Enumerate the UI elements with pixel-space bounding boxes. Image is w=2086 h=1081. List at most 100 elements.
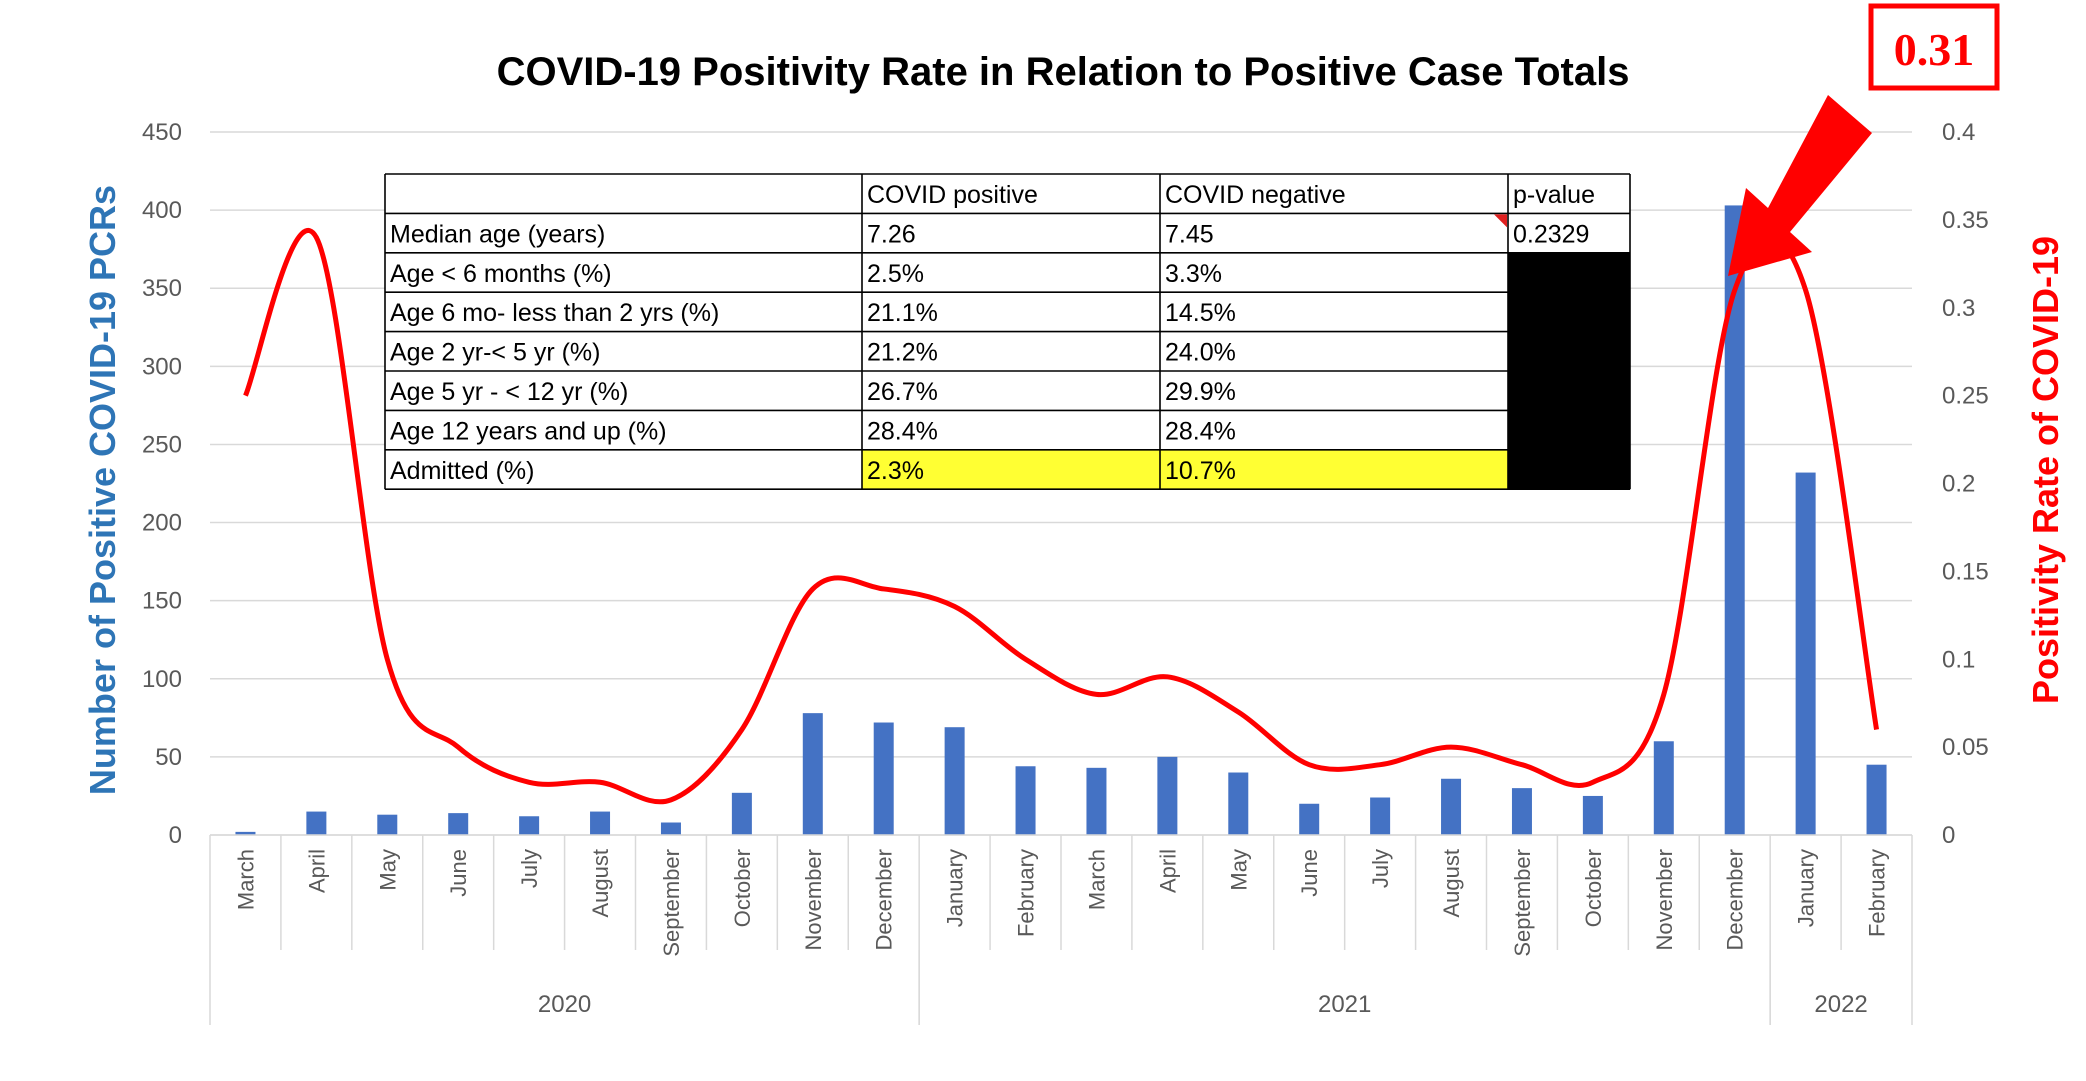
- right-tick-label: 0.4: [1942, 119, 1975, 146]
- left-tick-label: 100: [142, 666, 182, 693]
- table-cell: 10.7%: [1165, 457, 1236, 485]
- callout-value: 0.31: [1894, 24, 1975, 75]
- table-cell: Age 6 mo- less than 2 yrs (%): [390, 299, 719, 327]
- month-label: May: [375, 849, 400, 891]
- month-label: July: [517, 849, 542, 888]
- right-tick-label: 0: [1942, 822, 1955, 849]
- month-label: February: [1865, 849, 1890, 937]
- left-tick-label: 450: [142, 119, 182, 146]
- right-axis-ticks: 0 0.05 0.1 0.15 0.2 0.25 0.3 0.35 0.4: [1942, 119, 1989, 849]
- month-label: April: [1155, 849, 1180, 893]
- bar: [1441, 778, 1462, 835]
- right-tick-label: 0.05: [1942, 734, 1989, 761]
- month-label: November: [1652, 849, 1677, 950]
- table-cell: 2.3%: [867, 457, 924, 485]
- positivity-line: [243, 227, 1880, 805]
- comment-marker: [1494, 214, 1507, 228]
- bar: [590, 811, 611, 835]
- left-tick-label: 250: [142, 431, 182, 458]
- y2-axis-label: Positivity Rate of COVID-19: [2025, 236, 2066, 704]
- bar: [1157, 756, 1178, 835]
- table-header-cell: COVID positive: [867, 181, 1038, 209]
- left-tick-label: 50: [155, 744, 182, 771]
- month-label: January: [1794, 849, 1819, 927]
- month-label: May: [1226, 849, 1251, 891]
- table-cell: Age 5 yr - < 12 yr (%): [390, 378, 628, 406]
- month-label: October: [1581, 849, 1606, 927]
- table-cell: 7.45: [1165, 220, 1214, 248]
- month-label: July: [1368, 849, 1393, 888]
- category-axis: March April May June July August September Octo…: [209, 834, 1913, 1025]
- year-label: 2020: [538, 991, 591, 1018]
- table-cell: 21.2%: [867, 339, 938, 367]
- month-label: March: [1084, 849, 1109, 910]
- bar: [1653, 741, 1674, 835]
- bar: [1582, 795, 1603, 835]
- y-axis-label: Number of Positive COVID-19 PCRs: [82, 185, 123, 795]
- table-cell: 7.26: [867, 220, 916, 248]
- table-cell: 14.5%: [1165, 299, 1236, 327]
- right-tick-label: 0.1: [1942, 646, 1975, 673]
- left-tick-label: 0: [169, 822, 182, 849]
- bar: [1086, 767, 1107, 835]
- right-tick-label: 0.15: [1942, 558, 1989, 585]
- left-axis-ticks: 0 50 100 150 200 250 300 350 400 450: [142, 119, 182, 849]
- bar: [448, 813, 469, 835]
- month-label: August: [588, 849, 613, 918]
- chart-title: COVID-19 Positivity Rate in Relation to …: [497, 50, 1630, 94]
- table-cell: Age 2 yr-< 5 yr (%): [390, 339, 600, 367]
- left-tick-label: 150: [142, 588, 182, 615]
- bar: [660, 822, 681, 835]
- month-label: February: [1014, 849, 1039, 937]
- table-cell: 21.1%: [867, 299, 938, 327]
- bar: [944, 727, 965, 835]
- table-cell: 28.4%: [1165, 417, 1236, 445]
- left-tick-label: 300: [142, 353, 182, 380]
- table-cell: 0.2329: [1513, 220, 1589, 248]
- month-label: January: [943, 849, 968, 927]
- bar: [1370, 797, 1391, 835]
- bar: [1795, 472, 1816, 835]
- demographics-table: COVID positive COVID negative p-value Media…: [384, 173, 1631, 491]
- table-cell: Admitted (%): [390, 457, 534, 485]
- month-label: June: [1297, 849, 1322, 897]
- left-tick-label: 400: [142, 197, 182, 224]
- month-label: September: [659, 849, 684, 957]
- table-cell: 26.7%: [867, 378, 938, 406]
- bar: [873, 722, 894, 835]
- bar: [1015, 766, 1036, 835]
- bar: [235, 831, 256, 835]
- right-tick-label: 0.2: [1942, 471, 1975, 498]
- month-label: December: [872, 849, 897, 950]
- table-cell: 2.5%: [867, 260, 924, 288]
- bar: [1724, 205, 1745, 835]
- bar: [1866, 764, 1887, 835]
- table-header-cell: COVID negative: [1165, 181, 1346, 209]
- left-tick-label: 350: [142, 275, 182, 302]
- table-header-cell: p-value: [1513, 181, 1595, 209]
- bar: [377, 814, 398, 835]
- callout-arrow: [1728, 95, 1872, 276]
- bar: [519, 816, 540, 835]
- year-label: 2021: [1318, 991, 1371, 1018]
- admitted-highlight: [862, 449, 1508, 490]
- callout-box: [1868, 3, 2000, 91]
- right-tick-label: 0.25: [1942, 383, 1989, 410]
- table-cell: Age < 6 months (%): [390, 260, 612, 288]
- month-label: March: [233, 849, 258, 910]
- right-tick-label: 0.3: [1942, 295, 1975, 322]
- table-cell: Median age (years): [390, 220, 605, 248]
- year-label: 2022: [1814, 991, 1867, 1018]
- right-tick-label: 0.35: [1942, 207, 1989, 234]
- month-label: November: [801, 849, 826, 950]
- month-label: April: [304, 849, 329, 893]
- table-cell: 3.3%: [1165, 260, 1222, 288]
- bar: [1299, 803, 1320, 835]
- month-label: August: [1439, 849, 1464, 918]
- callout-annotation: 0.31: [1728, 3, 2000, 276]
- table-cell: Age 12 years and up (%): [390, 417, 667, 445]
- bar: [731, 792, 752, 835]
- left-tick-label: 200: [142, 510, 182, 537]
